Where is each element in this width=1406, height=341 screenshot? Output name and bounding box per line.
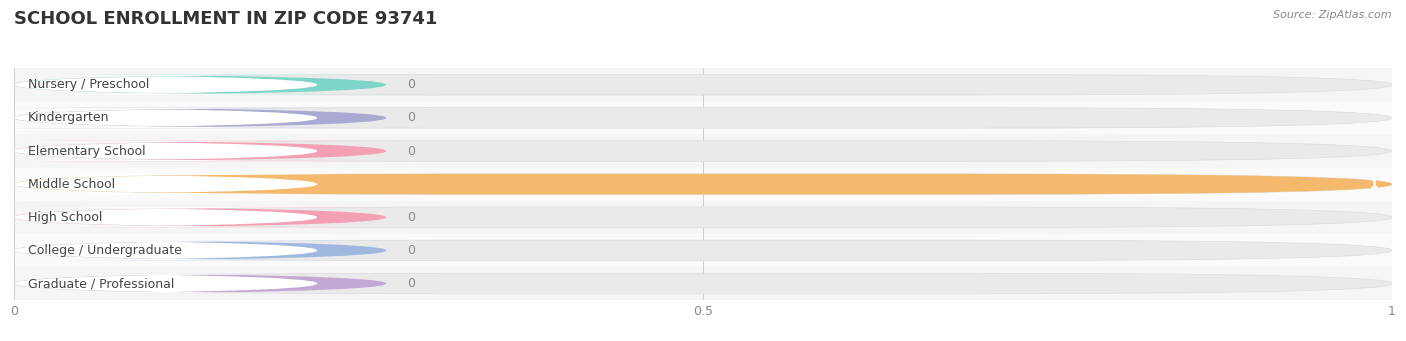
Text: Nursery / Preschool: Nursery / Preschool <box>28 78 149 91</box>
FancyBboxPatch shape <box>0 141 441 161</box>
FancyBboxPatch shape <box>14 174 1392 194</box>
FancyBboxPatch shape <box>0 207 441 227</box>
Bar <box>14 101 1392 134</box>
Text: 0: 0 <box>406 112 415 124</box>
Text: Elementary School: Elementary School <box>28 145 145 158</box>
Text: 1: 1 <box>1369 178 1378 191</box>
Text: Middle School: Middle School <box>28 178 115 191</box>
FancyBboxPatch shape <box>14 108 1392 128</box>
Text: 0: 0 <box>406 244 415 257</box>
FancyBboxPatch shape <box>0 74 441 95</box>
Bar <box>14 167 1392 201</box>
FancyBboxPatch shape <box>14 174 1392 194</box>
FancyBboxPatch shape <box>14 273 1392 294</box>
Text: High School: High School <box>28 211 103 224</box>
FancyBboxPatch shape <box>0 74 441 95</box>
Text: Graduate / Professional: Graduate / Professional <box>28 277 174 290</box>
FancyBboxPatch shape <box>0 207 441 227</box>
Bar <box>14 134 1392 167</box>
FancyBboxPatch shape <box>14 141 1392 161</box>
FancyBboxPatch shape <box>0 240 441 261</box>
Text: Kindergarten: Kindergarten <box>28 112 110 124</box>
FancyBboxPatch shape <box>0 174 441 194</box>
Bar <box>14 234 1392 267</box>
FancyBboxPatch shape <box>14 240 1392 261</box>
Text: SCHOOL ENROLLMENT IN ZIP CODE 93741: SCHOOL ENROLLMENT IN ZIP CODE 93741 <box>14 10 437 28</box>
FancyBboxPatch shape <box>0 141 441 161</box>
Text: 0: 0 <box>406 145 415 158</box>
Text: 0: 0 <box>406 277 415 290</box>
FancyBboxPatch shape <box>0 108 441 128</box>
Bar <box>14 68 1392 101</box>
FancyBboxPatch shape <box>14 74 1392 95</box>
Text: 0: 0 <box>406 211 415 224</box>
FancyBboxPatch shape <box>14 207 1392 227</box>
Text: College / Undergraduate: College / Undergraduate <box>28 244 181 257</box>
FancyBboxPatch shape <box>0 273 441 294</box>
Text: 0: 0 <box>406 78 415 91</box>
Bar <box>14 267 1392 300</box>
FancyBboxPatch shape <box>0 273 441 294</box>
FancyBboxPatch shape <box>0 108 441 128</box>
Text: Source: ZipAtlas.com: Source: ZipAtlas.com <box>1274 10 1392 20</box>
Bar <box>14 201 1392 234</box>
FancyBboxPatch shape <box>0 240 441 261</box>
